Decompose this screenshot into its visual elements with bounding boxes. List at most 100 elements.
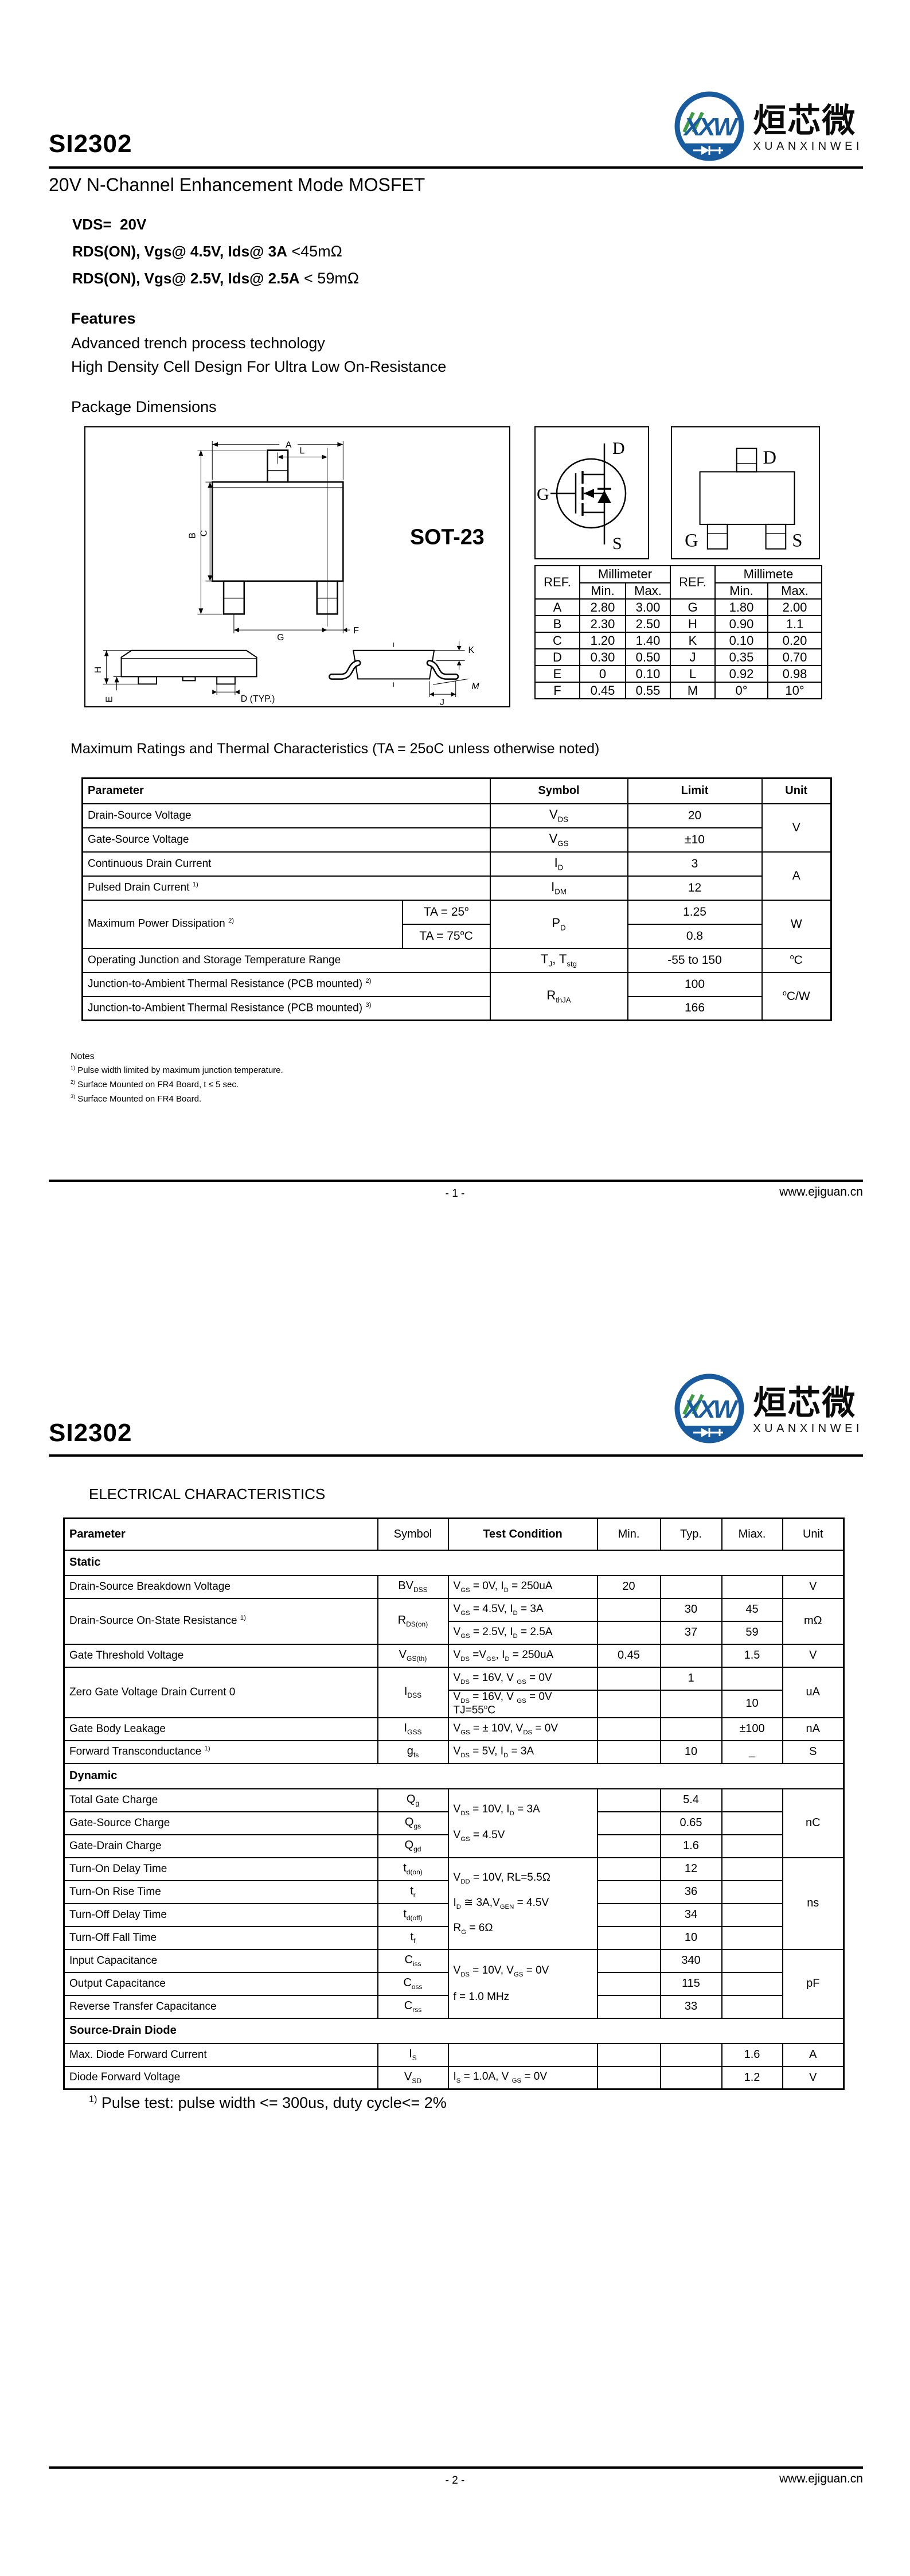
min: 20 [596,1574,661,1599]
param: Operating Junction and Storage Temperatu… [81,947,491,973]
ec-row-vgsth: Gate Threshold Voltage VGS(th) VDS =VGS,… [63,1643,845,1668]
cell: F [534,682,580,699]
condition-line: ID ≅ 3A,VGEN = 4.5V [453,1897,549,1910]
dim-col-ref: REF. [670,565,716,600]
min [596,1740,661,1764]
ec-col-unit: Unit [782,1517,845,1551]
max: 1.2 [721,2065,783,2090]
cell: D [534,648,580,666]
ec-section-dynamic: Dynamic [63,1762,845,1789]
cell: 0.70 [767,648,823,666]
dim-subheader-row: Min. Max. Min. Max. [535,582,823,600]
typ: 0.65 [659,1811,722,1835]
param: Pulsed Drain Current 1) [81,875,491,901]
unit: oC/W [761,971,832,1021]
schematic-pin-g: G [537,485,549,504]
spec-vds: VDS= 20V [72,216,147,233]
unit: S [782,1740,845,1764]
ec-row-qgs: Gate-Source Charge Qgs 0.65 [63,1811,844,1835]
cell: 2.50 [625,615,671,633]
part-number: SI2302 [49,130,132,158]
ec-col-parameter: Parameter [63,1517,378,1551]
mr-col-limit: Limit [627,777,763,804]
mr-row-rthja-2: Junction-to-Ambient Thermal Resistance (… [81,971,832,1021]
symbol: td(off) [377,1902,449,1927]
param: Gate-Source Charge [63,1811,378,1835]
symbol: Qgs [377,1811,449,1835]
param: Total Gate Charge [63,1788,378,1812]
mr-col-symbol: Symbol [489,777,628,804]
mr-row-idm: Pulsed Drain Current 1) IDM 12 [81,875,831,901]
mr-header-row: Parameter Symbol Limit Unit [81,777,832,804]
page-2: SI2302 XXW 烜芯微 XUANXINWEI E [0,1288,910,2576]
dim-label-j: J [440,698,444,706]
param: Drain-Source Breakdown Voltage [63,1574,378,1599]
condition-line: VDS = 10V, ID = 3A [453,1803,540,1817]
param: Forward Transconductance 1) [63,1740,378,1764]
dim-row: B 2.30 2.50 H 0.90 1.1 [534,615,823,633]
condition: VDS =VGS, ID = 250uA [447,1643,598,1668]
outline-pin-d: D [763,448,777,468]
dim-label-f: F [353,626,359,636]
ec-row-igss: Gate Body Leakage IGSS VGS = ± 10V, VDS … [63,1717,845,1741]
cell: 0.30 [579,648,626,666]
typ [659,2042,722,2067]
typ [659,2065,722,2090]
ec-col-typ: Typ. [659,1517,722,1551]
cell: 2.00 [767,598,823,616]
dim-col-mm: Millimeter [579,565,671,583]
min [596,1971,661,1996]
param: Turn-Off Fall Time [63,1925,378,1950]
param: Reverse Transfer Capacitance [63,1994,378,2019]
cell: 0.98 [767,665,823,683]
max: 10 [721,1689,783,1718]
typ: 34 [659,1902,722,1927]
cell: 2.30 [579,615,626,633]
outline-pin-g: G [685,531,698,551]
cell: 0.92 [714,665,768,683]
max [721,1902,783,1927]
min [596,1621,661,1645]
ec-row-vsd: Diode Forward Voltage VSD IS = 1.0A, V G… [63,2065,845,2090]
param: Junction-to-Ambient Thermal Resistance (… [81,995,491,1021]
dim-label-b: B [188,532,197,539]
symbol: ID [489,851,628,877]
cell: 0.20 [767,632,823,649]
cell: 0.10 [714,632,768,649]
ec-row-tr: Turn-On Rise Time tr 36 [63,1880,844,1904]
logo-mark-icon: XXW [674,1373,744,1443]
max [721,1880,783,1904]
outline-pin-s: S [792,531,802,551]
param: Maximum Power Dissipation 2) [81,899,403,949]
param: Input Capacitance [63,1948,378,1973]
ec-row-gfs: Forward Transconductance 1) gfs VDS = 5V… [63,1740,845,1764]
unit: mΩ [782,1597,845,1645]
ec-row-tdoff: Turn-Off Delay Time td(off) 34 [63,1902,844,1927]
max-ratings-heading: Maximum Ratings and Thermal Characterist… [71,741,600,757]
ec-header-row: Parameter Symbol Test Condition Min. Typ… [63,1517,845,1551]
typ: 37 [659,1621,722,1645]
header-rule [49,1454,863,1457]
min [596,1811,661,1835]
condition: VDS = 5V, ID = 3A [447,1740,598,1764]
param: Drain-Source On-State Resistance 1) [63,1597,378,1645]
max: ±100 [721,1717,783,1741]
cell: 3.00 [625,598,671,616]
mosfet-symbol-box: G D S [534,426,649,559]
typ [659,1717,722,1741]
param: Output Capacitance [63,1971,378,1996]
condition: VDS = 16V, V GS = 0V [447,1666,598,1691]
cell: 10° [767,682,823,699]
limit: 3 [627,851,763,877]
section-label: Dynamic [63,1762,845,1789]
ec-row-tf: Turn-Off Fall Time tf 10 [63,1925,844,1950]
condition: TA = 25o [401,899,491,925]
note-item: 1) Pulse width limited by maximum juncti… [71,1065,283,1075]
pulse-test-note: 1) Pulse test: pulse width <= 300us, dut… [89,2094,447,2111]
logo-monogram: XXW [682,1395,739,1423]
limit: 1.25 [627,899,763,925]
limit: 20 [627,803,763,828]
mr-col-unit: Unit [761,777,832,804]
condition: TA = 75oC [401,923,491,949]
unit: ns [782,1857,845,1950]
